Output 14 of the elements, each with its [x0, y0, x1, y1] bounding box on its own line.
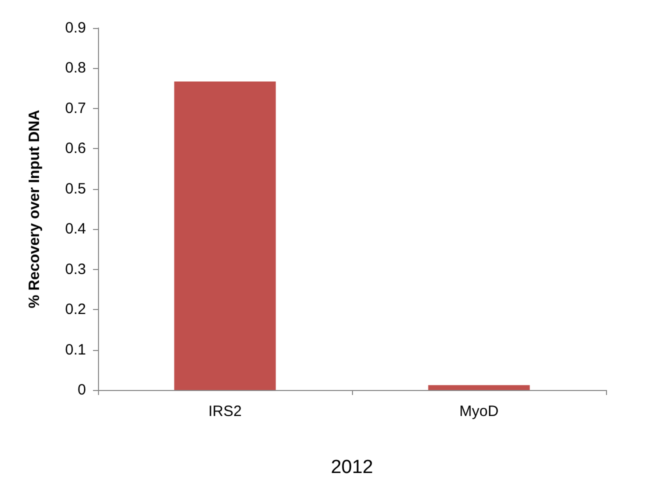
y-axis-title: % Recovery over Input DNA	[26, 110, 43, 308]
y-tick-label: 0.9	[65, 20, 86, 36]
y-tick-label: 0.6	[65, 140, 86, 158]
y-tick-label: 0.7	[65, 100, 86, 117]
x-axis-title: 2012	[330, 457, 374, 478]
x-tick-label: MyoD	[459, 403, 499, 420]
y-tick-label: 0.2	[65, 301, 86, 318]
y-tick-label: 0.5	[65, 180, 86, 198]
y-tick-label: 0.8	[65, 60, 86, 77]
y-tick-label: 0	[78, 382, 86, 398]
x-tick-label: IRS2	[208, 403, 242, 420]
y-tick-label: 0.1	[65, 341, 86, 358]
y-tick-label: 0.3	[65, 260, 86, 278]
y-tick-label: 0.4	[65, 220, 86, 238]
